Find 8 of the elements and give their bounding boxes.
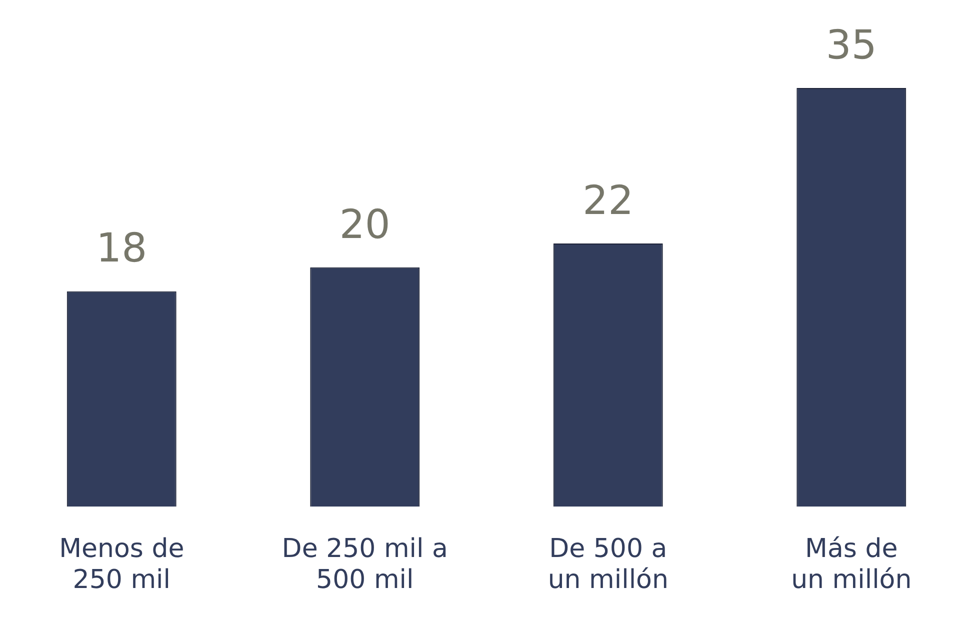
x-tick-label: Más de un millón <box>791 534 912 596</box>
data-label: 20 <box>339 202 390 248</box>
data-label: 22 <box>582 178 634 224</box>
data-label: 18 <box>96 226 148 272</box>
x-tick-label: De 500 a un millón <box>548 534 668 596</box>
data-label: 35 <box>826 22 877 68</box>
x-tick-label: Menos de 250 mil <box>59 534 184 596</box>
x-tick-label: De 250 mil a 500 mil <box>282 534 448 596</box>
